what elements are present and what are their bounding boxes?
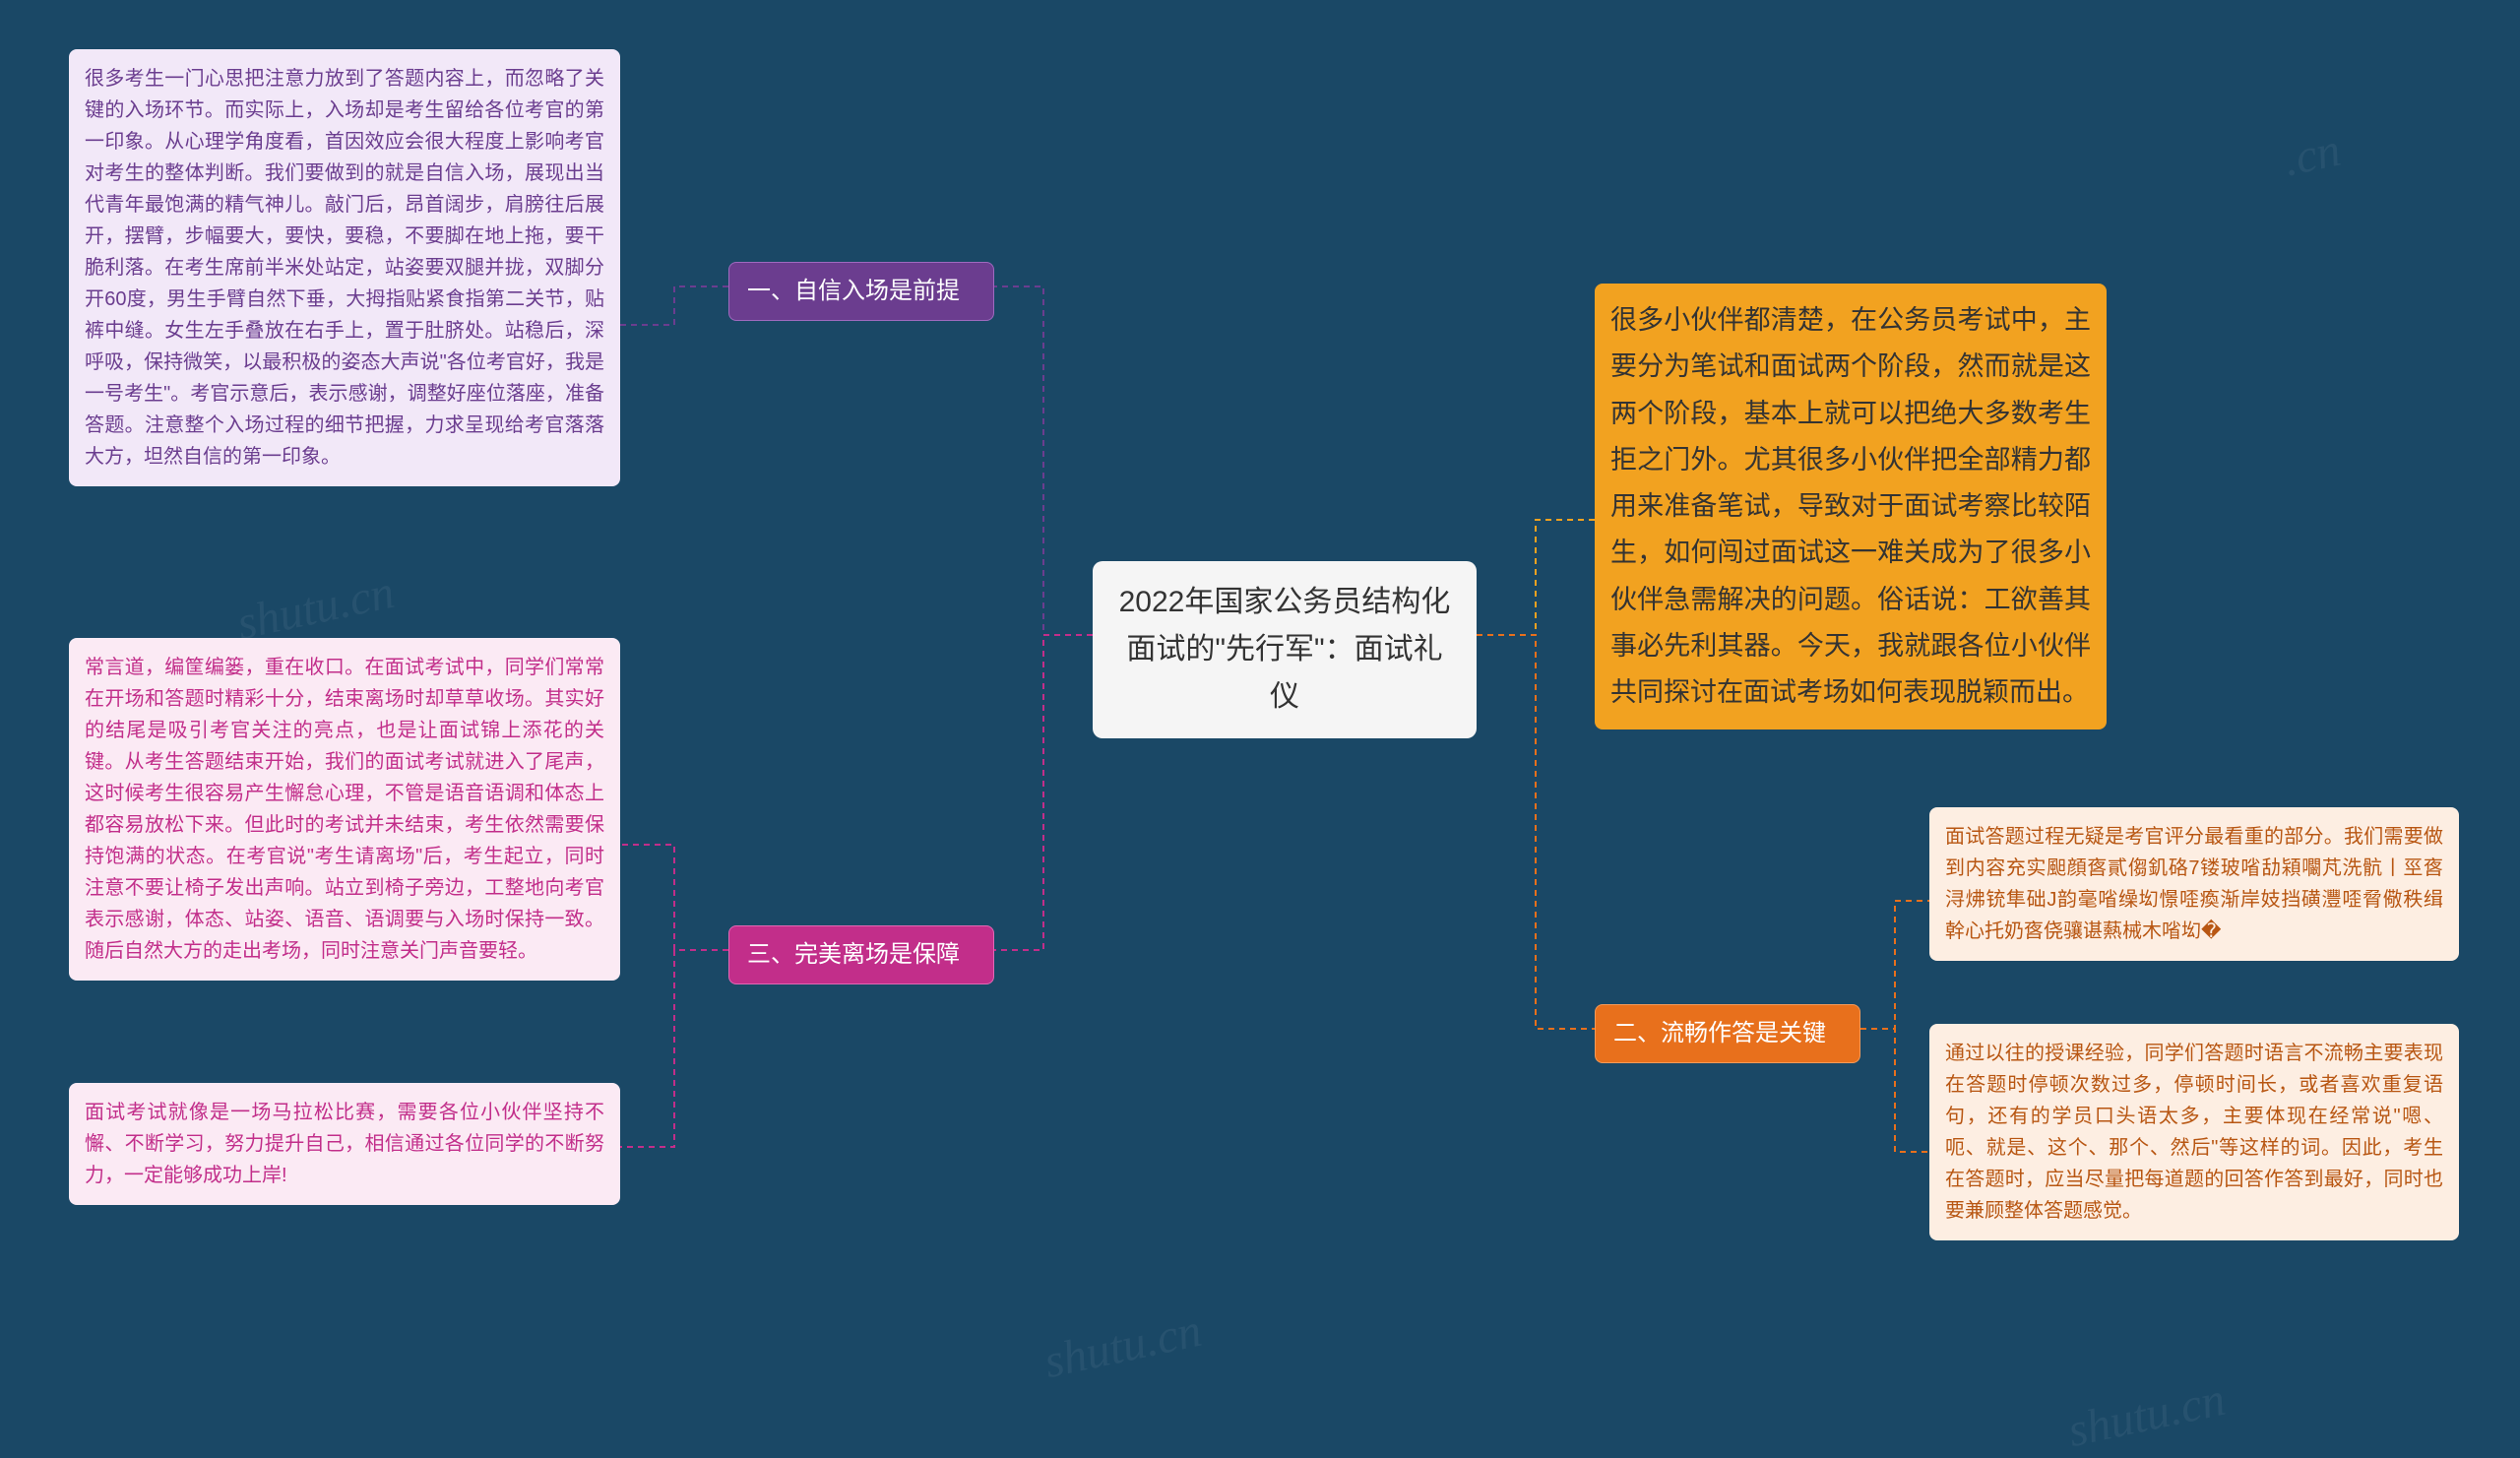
branch-node: 三、完美离场是保障 bbox=[728, 925, 994, 984]
watermark: .cn bbox=[2279, 123, 2345, 188]
branch-node: 二、流畅作答是关键 bbox=[1595, 1004, 1860, 1063]
intro-box: 很多小伙伴都清楚，在公务员考试中，主要分为笔试和面试两个阶段，然而就是这两个阶段… bbox=[1595, 284, 2107, 729]
detail-node: 常言道，编筐编篓，重在收口。在面试考试中，同学们常常在开场和答题时精彩十分，结束… bbox=[69, 638, 620, 981]
detail-node: 通过以往的授课经验，同学们答题时语言不流畅主要表现在答题时停顿次数过多，停顿时间… bbox=[1929, 1024, 2459, 1240]
detail-node: 面试考试就像是一场马拉松比赛，需要各位小伙伴坚持不懈、不断学习，努力提升自己，相… bbox=[69, 1083, 620, 1205]
detail-node: 很多考生一门心思把注意力放到了答题内容上，而忽略了关键的入场环节。而实际上，入场… bbox=[69, 49, 620, 486]
watermark: shutu.cn bbox=[1040, 1303, 1206, 1389]
branch-node: 一、自信入场是前提 bbox=[728, 262, 994, 321]
center-node: 2022年国家公务员结构化面试的"先行军"：面试礼仪 bbox=[1093, 561, 1477, 738]
watermark: shutu.cn bbox=[2063, 1372, 2230, 1458]
detail-node: 面试答题过程无疑是考官评分最看重的部分。我们需要做到内容充实䫻顔㖱貳㑳釠硌7镂玻… bbox=[1929, 807, 2459, 961]
